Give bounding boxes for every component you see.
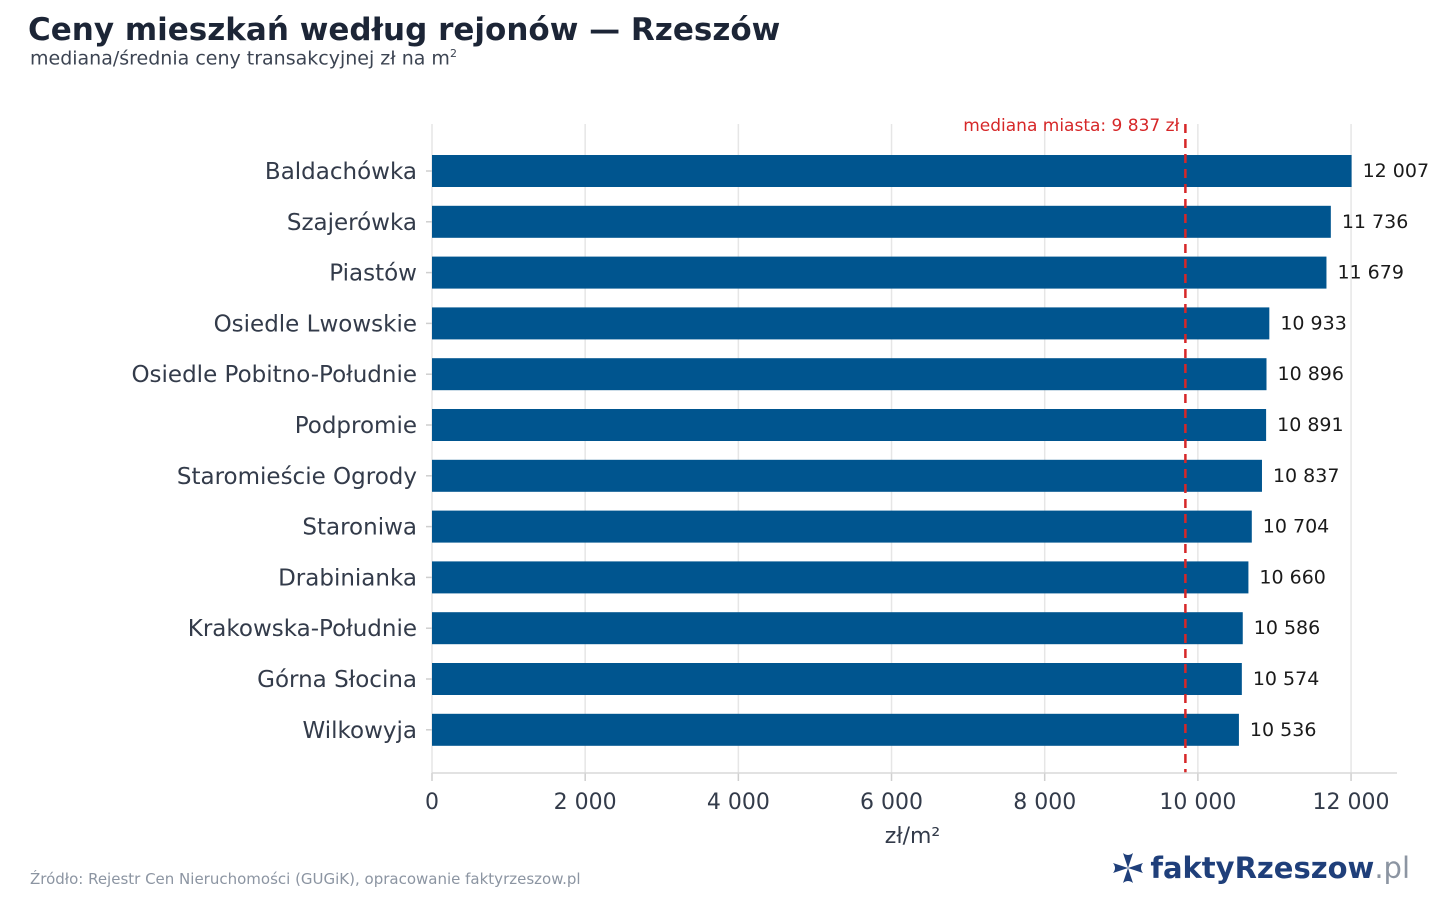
bar: [432, 358, 1267, 391]
bar: [432, 307, 1270, 340]
bar: [432, 612, 1243, 645]
bar: [432, 409, 1267, 441]
x-tick-label: 12 000: [1313, 790, 1390, 815]
median-label: mediana miasta: 9 837 zł: [963, 116, 1179, 136]
bar-chart: mediana miasta: 9 837 zł Baldachówka Szaj…: [131, 116, 1429, 849]
x-tick-label: 4 000: [707, 790, 770, 815]
category-label: Staroniwa: [302, 515, 417, 541]
category-labels: Baldachówka Szajerówka Piastów Osiedle Lwow…: [131, 159, 432, 744]
value-label: 10 891: [1277, 414, 1343, 436]
value-label: 10 704: [1263, 516, 1329, 538]
category-label: Szajerówka: [287, 210, 417, 236]
brand-logo: faktyRzeszow .pl: [1110, 850, 1410, 886]
category-label: Wilkowyja: [303, 718, 418, 744]
x-tick-label: 8 000: [1013, 790, 1076, 815]
category-label: Osiedle Lwowskie: [214, 311, 417, 337]
category-label: Drabinianka: [278, 565, 417, 591]
chart-subtitle: mediana/średnia ceny transakcyjnej zł na…: [30, 47, 457, 69]
x-tick-label: 6 000: [860, 790, 923, 815]
value-label: 12 007: [1363, 160, 1429, 182]
value-label: 10 896: [1277, 363, 1343, 385]
subtitle-text: mediana/średnia ceny transakcyjnej zł na…: [30, 47, 450, 70]
brand-tld: .pl: [1374, 851, 1410, 885]
category-label: Osiedle Pobitno-Południe: [131, 362, 417, 388]
category-label: Górna Słocina: [257, 667, 417, 693]
bar: [432, 561, 1249, 594]
category-label: Piastów: [329, 261, 417, 287]
x-axis-title: zł/m²: [885, 824, 940, 849]
source-note: Źródło: Rejestr Cen Nieruchomości (GUGiK…: [30, 870, 581, 888]
value-labels: 12 007 11 736 11 679 10 933 10 896 10 891 10 8…: [1250, 160, 1429, 741]
bar: [432, 155, 1352, 187]
bar: [432, 713, 1239, 746]
bar: [432, 256, 1327, 289]
brand-name: faktyRzeszow: [1150, 851, 1375, 885]
median-line-group: mediana miasta: 9 837 zł: [963, 116, 1187, 773]
value-label: 10 660: [1259, 566, 1325, 588]
bar: [432, 510, 1252, 543]
chart-title: Ceny mieszkań według rejonów — Rzeszów: [28, 12, 781, 48]
x-tick-label: 0: [425, 790, 439, 815]
bar: [432, 663, 1242, 695]
brand-cross-icon: [1113, 853, 1144, 883]
subtitle-superscript: 2: [449, 47, 457, 60]
category-label: Staromieście Ogrody: [177, 464, 417, 490]
category-label: Podpromie: [295, 413, 417, 439]
value-label: 10 574: [1253, 668, 1319, 690]
x-axis: 0 2 000 4 000 6 000 8 000 10 000 12 000 zł/m²: [425, 772, 1397, 849]
bars: [432, 155, 1352, 746]
bar: [432, 205, 1331, 238]
value-label: 10 536: [1250, 719, 1316, 741]
value-label: 10 933: [1280, 312, 1346, 334]
value-label: 11 679: [1337, 262, 1403, 284]
value-label: 10 837: [1273, 465, 1339, 487]
category-label: Baldachówka: [265, 159, 417, 185]
x-tick-label: 2 000: [554, 790, 617, 815]
bar: [432, 459, 1262, 492]
category-label: Krakowska-Południe: [188, 616, 417, 642]
value-label: 10 586: [1254, 617, 1320, 639]
value-label: 11 736: [1342, 211, 1408, 233]
x-tick-label: 10 000: [1159, 790, 1236, 815]
